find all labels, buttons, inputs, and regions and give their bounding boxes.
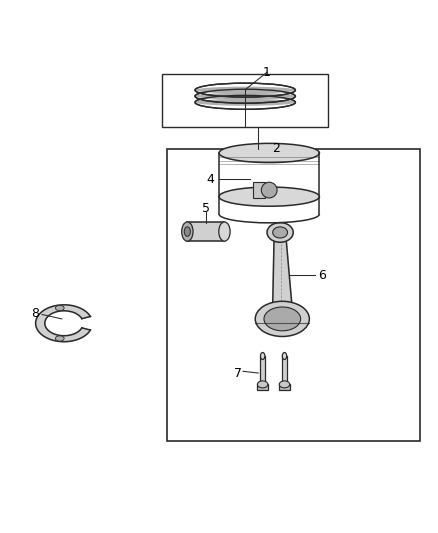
Text: 1: 1 [263, 66, 271, 79]
Bar [253, 182, 265, 198]
Ellipse shape [261, 352, 265, 359]
Ellipse shape [219, 187, 319, 206]
Ellipse shape [279, 381, 290, 388]
Ellipse shape [219, 222, 230, 241]
Bar [283, 356, 287, 384]
Ellipse shape [261, 182, 277, 198]
Ellipse shape [195, 99, 295, 106]
Bar [166, 149, 420, 441]
Ellipse shape [184, 227, 191, 236]
Text: 7: 7 [234, 367, 242, 379]
Bar [261, 356, 265, 384]
Ellipse shape [255, 301, 309, 336]
Text: 5: 5 [202, 203, 210, 215]
Ellipse shape [267, 223, 293, 243]
Text: 8: 8 [32, 307, 39, 320]
Bar [258, 384, 268, 390]
Ellipse shape [283, 352, 287, 359]
Polygon shape [273, 240, 292, 305]
Polygon shape [35, 305, 90, 342]
Ellipse shape [264, 307, 300, 331]
Ellipse shape [219, 143, 319, 163]
Ellipse shape [55, 305, 64, 311]
Ellipse shape [195, 93, 295, 100]
Ellipse shape [55, 336, 64, 341]
Ellipse shape [182, 222, 193, 241]
Text: 2: 2 [272, 142, 280, 155]
Bar [187, 222, 224, 241]
Ellipse shape [195, 87, 295, 94]
Bar [162, 75, 328, 127]
Ellipse shape [273, 227, 288, 238]
Ellipse shape [258, 381, 268, 388]
Text: 4: 4 [206, 173, 214, 185]
Bar [279, 384, 290, 390]
Text: 6: 6 [318, 269, 325, 282]
